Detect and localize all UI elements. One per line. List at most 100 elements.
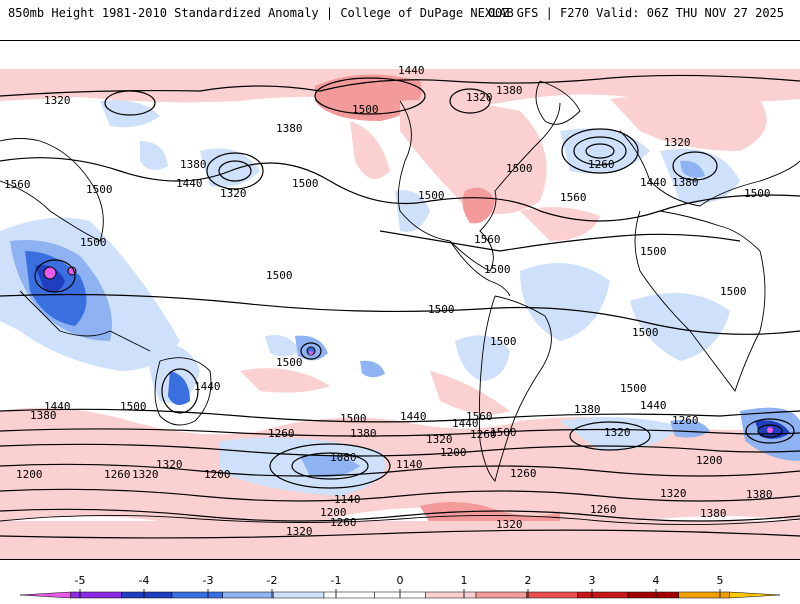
contour-1380-sh [0, 443, 800, 457]
colorbar-band [121, 591, 173, 599]
contour-label: 1080 [330, 451, 357, 464]
coast-south-america [478, 295, 552, 482]
contour-label: 1260 [268, 427, 295, 440]
contour-label: 1500 [620, 382, 647, 395]
contour-low-spac [300, 342, 322, 360]
contour-label: 1320 [286, 525, 313, 538]
colorbar-tick-label: -3 [203, 574, 214, 587]
contour-label: 1440 [400, 410, 427, 423]
contour-label: 1560 [474, 233, 501, 246]
coast-australia [154, 357, 212, 426]
colorbar-band [526, 591, 578, 599]
colorbar-band [678, 591, 730, 599]
contour-label: 1560 [466, 410, 493, 423]
contour-label: 1260 [672, 414, 699, 427]
colorbar-tick-label: 4 [653, 574, 660, 587]
contour-label: 1500 [490, 335, 517, 348]
contour-label: 1380 [574, 403, 601, 416]
contour-label: 1140 [334, 493, 361, 506]
contour-label: 1260 [104, 468, 131, 481]
contour-label: 1500 [80, 236, 107, 249]
anomaly-negative-europe-mod [680, 160, 705, 178]
contour-low-sh-4 [745, 418, 795, 444]
contour-label: 1500 [86, 183, 113, 196]
contour-low-natlantic-2 [573, 136, 627, 166]
colorbar-tick-label: 5 [717, 574, 724, 587]
contour-low-alaska [206, 152, 264, 190]
anomaly-positive-atlantic [520, 207, 600, 241]
colorbar-tick-label: -5 [75, 574, 86, 587]
contour-label: 1200 [320, 506, 347, 519]
colorbar-band [19, 591, 71, 599]
contour-label: 1260 [588, 158, 615, 171]
contour-low-natlantic [561, 128, 639, 174]
colorbar-tick-label: 0 [397, 574, 404, 587]
contour-label: 1440 [398, 64, 425, 77]
anomaly-negative-africa [630, 293, 730, 361]
anomaly-negative-west-us [395, 190, 430, 232]
anomaly-negative-spac-1 [265, 335, 300, 357]
contour-low-australia [161, 368, 199, 414]
contour-low-sh-1 [269, 443, 391, 489]
contour-label: 1380 [350, 427, 377, 440]
contour-label: 1500 [720, 285, 747, 298]
contour-1500-north [0, 157, 800, 222]
contour-label: 1380 [276, 122, 303, 135]
colorbar: -5 -4 -3 -2 -1 0 1 2 3 4 5 [0, 560, 800, 600]
anomaly-positive-eurasia-n [610, 94, 767, 151]
chart-title: 850mb Height 1981-2010 Standardized Anom… [8, 6, 514, 20]
low-center-marker [309, 351, 313, 355]
colorbar-band [475, 591, 527, 599]
contour-1200-sh [0, 508, 800, 522]
contour-label: 1380 [700, 507, 727, 520]
contour-label: 1380 [30, 409, 57, 422]
contour-label: 1260 [510, 467, 537, 480]
anomaly-negative-southern-low-mod [300, 454, 360, 478]
contour-label: 1380 [496, 84, 523, 97]
colorbar-tick-label: -2 [267, 574, 278, 587]
colorbar-band [627, 591, 679, 599]
contour-label: 1320 [604, 426, 631, 439]
colorbar-tick-label: -1 [331, 574, 342, 587]
contour-label: 1500 [640, 245, 667, 258]
anomaly-positive-southpac [240, 368, 330, 393]
anomaly-positive-npac [350, 121, 390, 179]
contour-labels: 1440 1500 1380 1320 1380 1320 1560 1500 … [4, 64, 773, 538]
anomaly-negative-spac-3 [360, 360, 385, 378]
contour-label: 1140 [396, 458, 423, 471]
contour-label: 1440 [640, 399, 667, 412]
contour-1260-far-south [0, 529, 800, 539]
coast-africa [634, 210, 766, 392]
contour-low-natlantic-3 [585, 143, 615, 159]
colorbar-band [425, 591, 477, 599]
contour-label: 1320 [44, 94, 71, 107]
colorbar-band [70, 591, 122, 599]
anomaly-shading [0, 69, 800, 559]
contour-label: 1500 [506, 162, 533, 175]
height-contours [0, 74, 800, 539]
contour-label: 1380 [672, 176, 699, 189]
contour-label: 1500 [428, 303, 455, 316]
colorbar-band [577, 591, 629, 599]
contour-label: 1320 [132, 468, 159, 481]
contour-label: 1260 [330, 516, 357, 529]
contour-label: 1320 [220, 187, 247, 200]
anomaly-negative-npac-low-2 [140, 141, 168, 170]
anomaly-negative-sindian [560, 417, 680, 451]
contour-label: 1320 [426, 433, 453, 446]
contour-label: 1320 [660, 487, 687, 500]
map-panel: 1440 1500 1380 1320 1380 1320 1560 1500 … [0, 40, 800, 560]
contour-label: 1320 [664, 136, 691, 149]
anomaly-negative-australia-mod [168, 371, 190, 405]
contour-low-hudson [449, 88, 491, 114]
contour-label: 1440 [640, 176, 667, 189]
contour-label: 1500 [352, 103, 379, 116]
contour-label: 1500 [120, 400, 147, 413]
anomaly-positive-far-south [0, 521, 800, 559]
colorbar-tick-label: 1 [461, 574, 468, 587]
colorbar-tick-label: -4 [139, 574, 150, 587]
contour-label: 1440 [44, 400, 71, 413]
contour-1440-north [0, 74, 800, 97]
contour-label: 1200 [204, 468, 231, 481]
colorbar-band [222, 591, 274, 599]
